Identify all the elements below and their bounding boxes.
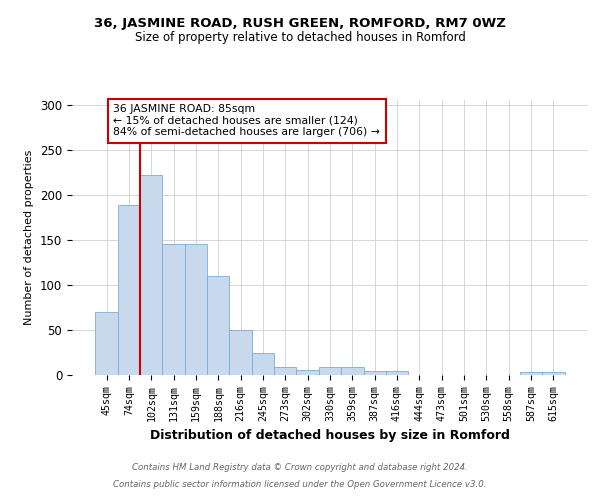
Bar xyxy=(95,312,118,375)
Bar xyxy=(185,244,207,375)
Text: 36 JASMINE ROAD: 85sqm
← 15% of detached houses are smaller (124)
84% of semi-de: 36 JASMINE ROAD: 85sqm ← 15% of detached… xyxy=(113,104,380,138)
Bar xyxy=(296,370,319,375)
Bar xyxy=(140,175,163,375)
Bar xyxy=(520,372,542,375)
Bar xyxy=(364,372,386,375)
Bar xyxy=(274,367,296,375)
Bar xyxy=(319,367,341,375)
Bar xyxy=(118,206,140,375)
Text: 36, JASMINE ROAD, RUSH GREEN, ROMFORD, RM7 0WZ: 36, JASMINE ROAD, RUSH GREEN, ROMFORD, R… xyxy=(94,18,506,30)
Text: Size of property relative to detached houses in Romford: Size of property relative to detached ho… xyxy=(134,31,466,44)
Bar xyxy=(207,276,229,375)
Bar xyxy=(386,372,408,375)
Bar xyxy=(229,330,252,375)
Bar xyxy=(252,354,274,375)
Text: Contains HM Land Registry data © Crown copyright and database right 2024.: Contains HM Land Registry data © Crown c… xyxy=(132,464,468,472)
Text: Contains public sector information licensed under the Open Government Licence v3: Contains public sector information licen… xyxy=(113,480,487,489)
Bar xyxy=(163,244,185,375)
Y-axis label: Number of detached properties: Number of detached properties xyxy=(25,150,34,325)
Bar xyxy=(341,367,364,375)
X-axis label: Distribution of detached houses by size in Romford: Distribution of detached houses by size … xyxy=(150,429,510,442)
Bar xyxy=(542,372,565,375)
